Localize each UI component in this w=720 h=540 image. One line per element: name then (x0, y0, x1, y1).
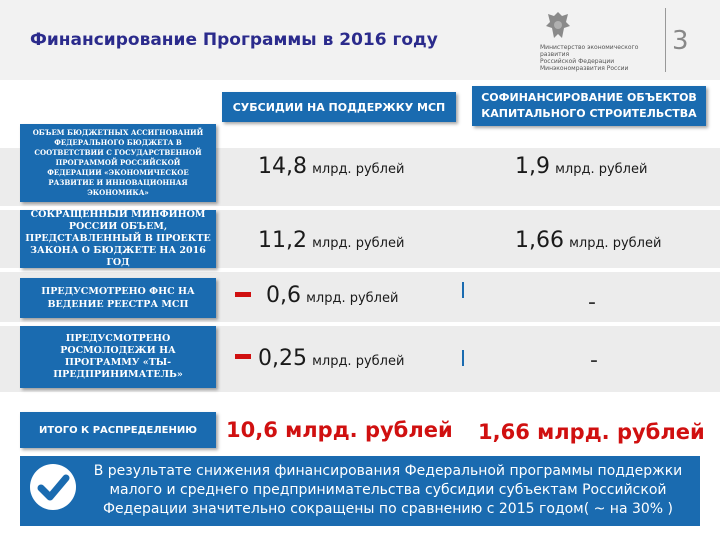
total-subsidy: 10,6 млрд. рублей (226, 418, 453, 442)
coat-of-arms-icon (546, 12, 570, 38)
cofin-value-rosmolodezh: - (590, 348, 598, 373)
cofin-value-fns: - (588, 290, 596, 315)
minus-sign-icon (235, 292, 251, 297)
checkmark-icon (30, 464, 76, 510)
page-number: 3 (672, 26, 689, 56)
cofin-value-minfin: 1,66 млрд. рублей (515, 228, 662, 253)
ministry-name: Министерство экономического развития Рос… (540, 44, 639, 72)
minus-sign-icon (235, 354, 251, 359)
conclusion-panel (20, 456, 700, 526)
column-separator (462, 350, 464, 366)
subsidy-value-fns: 0,6 млрд. рублей (266, 283, 399, 308)
row-label-rosmolodezh: ПРЕДУСМОТРЕНО РОСМОЛОДЕЖИ НА ПРОГРАММУ «… (20, 326, 216, 388)
conclusion-text: В результате снижения финансирования Фед… (93, 463, 683, 517)
subsidy-value-minfin: 11,2 млрд. рублей (258, 228, 405, 253)
row-label-fns: ПРЕДУСМОТРЕНО ФНС НА ВЕДЕНИЕ РЕЕСТРА МСП (20, 278, 216, 318)
cofin-value-budget: 1,9 млрд. рублей (515, 154, 648, 179)
row-label-budget: ОБЪЕМ БЮДЖЕТНЫХ АССИГНОВАНИЙ ФЕДЕРАЛЬНОГ… (20, 124, 216, 202)
total-cofinancing: 1,66 млрд. рублей (478, 420, 705, 444)
subsidy-value-rosmolodezh: 0,25 млрд. рублей (258, 346, 405, 371)
header-divider (665, 8, 666, 72)
column-header-subsidies: СУБСИДИИ НА ПОДДЕРЖКУ МСП (222, 92, 456, 122)
page-title: Финансирование Программы в 2016 году (30, 30, 438, 50)
column-separator (462, 282, 464, 298)
row-label-minfin: СОКРАЩЕННЫЙ МИНФИНОМ РОССИИ ОБЪЕМ, ПРЕДС… (20, 209, 216, 268)
column-header-cofinancing: СОФИНАНСИРОВАНИЕ ОБЪЕКТОВ КАПИТАЛЬНОГО С… (472, 86, 706, 126)
row-label-total: ИТОГО К РАСПРЕДЕЛЕНИЮ (20, 412, 216, 448)
header-bar (0, 0, 720, 80)
subsidy-value-budget: 14,8 млрд. рублей (258, 154, 405, 179)
